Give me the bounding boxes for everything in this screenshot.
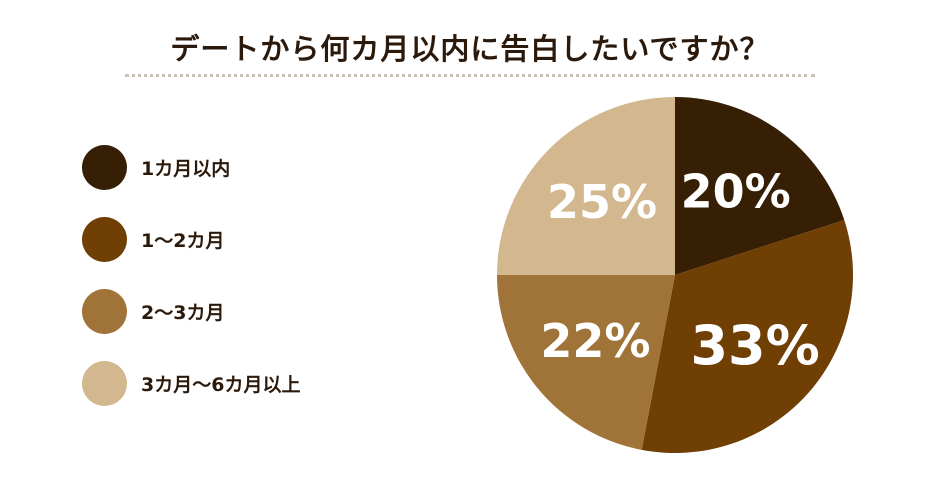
pie-chart: 20% 33% 22% 25%: [497, 97, 853, 453]
legend-swatch-2: [82, 288, 127, 334]
legend-swatch-1: [82, 216, 127, 262]
legend-item-2: 2〜3カ月: [82, 288, 224, 334]
pie-slice-3: [497, 97, 675, 275]
slice-label-2: 22%: [540, 314, 650, 368]
legend-item-0: 1カ月以内: [82, 144, 230, 190]
title-underline: [125, 74, 815, 77]
legend-label-3: 3カ月〜6カ月以上: [141, 373, 301, 396]
legend-swatch-0: [82, 144, 127, 190]
legend-label-1: 1〜2カ月: [141, 229, 225, 252]
legend-item-1: 1〜2カ月: [82, 216, 224, 262]
legend-item-3: 3カ月〜6カ月以上: [82, 360, 300, 406]
legend-label-2: 2〜3カ月: [141, 301, 225, 324]
chart-title: デートから何カ月以内に告白したいですか？: [170, 32, 770, 66]
slice-label-1: 33%: [690, 314, 819, 377]
pie-slice-1: [641, 219, 853, 453]
pie-slice-0: [675, 97, 845, 275]
legend-swatch-3: [82, 360, 127, 406]
slice-label-3: 25%: [547, 175, 657, 229]
pie-slice-2: [497, 275, 675, 450]
slice-label-0: 20%: [681, 164, 791, 218]
legend-label-0: 1カ月以内: [141, 157, 231, 180]
